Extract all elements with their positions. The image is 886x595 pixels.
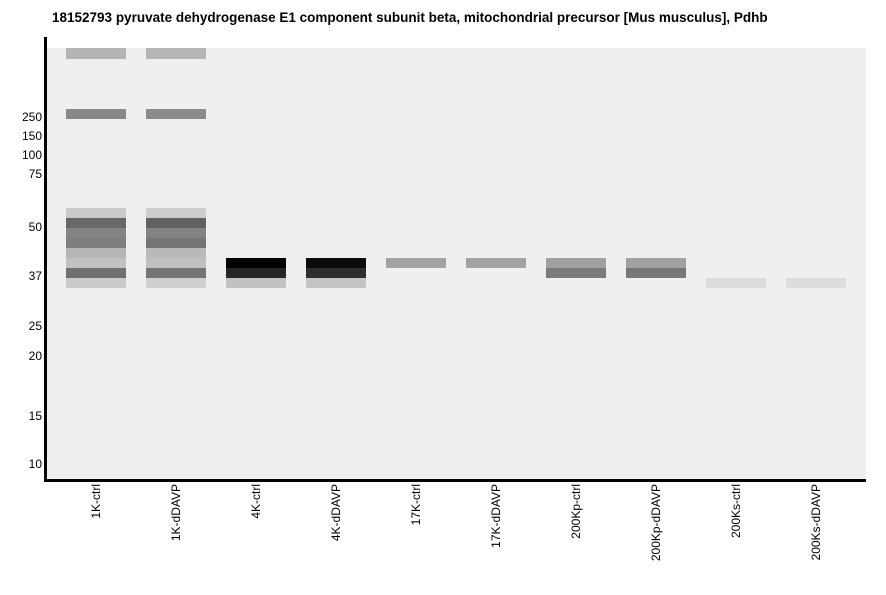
- gel-band: [626, 268, 686, 278]
- gel-band: [66, 48, 126, 59]
- gel-band: [146, 48, 206, 59]
- y-tick-label: 75: [28, 167, 42, 181]
- gel-band: [466, 258, 526, 268]
- gel-band: [226, 278, 286, 288]
- gel-band: [146, 268, 206, 278]
- gel-band: [706, 278, 766, 288]
- y-tick-label: 20: [28, 349, 42, 363]
- x-tick-label: 4K-dDAVP: [329, 484, 343, 542]
- y-tick-label: 37: [28, 269, 42, 283]
- x-tick-label: 200Ks-ctrl: [729, 484, 743, 539]
- gel-band: [386, 258, 446, 268]
- gel-band: [66, 109, 126, 119]
- gel-band: [66, 268, 126, 278]
- gel-band: [226, 268, 286, 278]
- gel-band: [66, 248, 126, 258]
- gel-band: [146, 258, 206, 268]
- gel-band: [146, 248, 206, 258]
- x-tick-label: 1K-dDAVP: [169, 484, 183, 542]
- y-tick-label: 25: [28, 319, 42, 333]
- gel-band: [146, 109, 206, 119]
- gel-band: [146, 218, 206, 228]
- gel-band: [66, 278, 126, 288]
- chart-title: 18152793 pyruvate dehydrogenase E1 compo…: [52, 10, 768, 25]
- x-tick-label: 4K-ctrl: [249, 484, 263, 519]
- gel-band: [306, 278, 366, 288]
- gel-band: [66, 238, 126, 248]
- gel-band: [66, 218, 126, 228]
- y-tick-label: 250: [21, 110, 42, 124]
- gel-band: [146, 208, 206, 218]
- gel-band: [146, 228, 206, 238]
- y-tick-label: 50: [28, 220, 42, 234]
- gel-band: [306, 268, 366, 278]
- gel-band: [146, 278, 206, 288]
- gel-band: [546, 268, 606, 278]
- gel-band: [546, 258, 606, 268]
- x-tick-label: 200Kp-dDAVP: [649, 484, 663, 562]
- x-tick-label: 17K-ctrl: [409, 484, 423, 526]
- gel-band: [786, 278, 846, 288]
- gel-band: [66, 258, 126, 268]
- gel-band: [626, 258, 686, 268]
- x-tick-label: 200Ks-dDAVP: [809, 484, 823, 561]
- x-tick-label: 200Kp-ctrl: [569, 484, 583, 539]
- gel-band: [226, 258, 286, 268]
- x-tick-label: 1K-ctrl: [89, 484, 103, 519]
- x-axis-line: [44, 479, 866, 482]
- x-tick-label: 17K-dDAVP: [489, 484, 503, 548]
- gel-band: [306, 258, 366, 268]
- y-tick-label: 15: [28, 409, 42, 423]
- y-axis-line: [44, 37, 47, 482]
- gel-band: [66, 228, 126, 238]
- y-tick-label: 100: [21, 148, 42, 162]
- y-tick-label: 10: [28, 457, 42, 471]
- gel-band: [66, 208, 126, 218]
- gel-band: [146, 238, 206, 248]
- y-tick-label: 150: [21, 129, 42, 143]
